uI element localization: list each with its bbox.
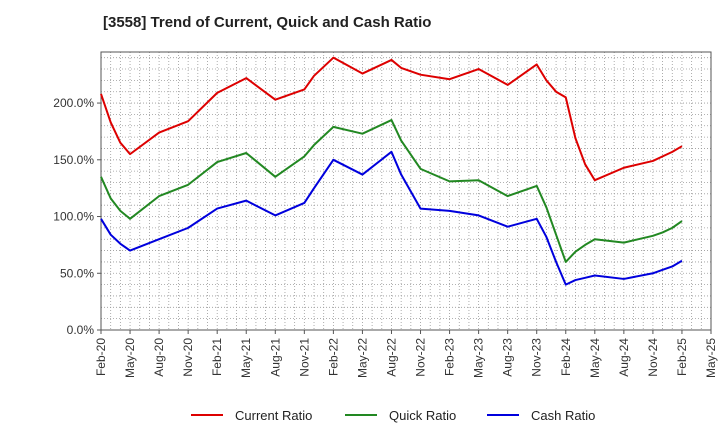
x-tick-label: Feb-21 bbox=[210, 338, 224, 376]
x-axis-ticks: Feb-20 May-20 Aug-20 Nov-20 Feb-21 May-21 Aug-… bbox=[94, 330, 718, 378]
legend-label: Quick Ratio bbox=[389, 408, 456, 423]
legend-label: Current Ratio bbox=[235, 408, 312, 423]
x-tick-label: Feb-22 bbox=[326, 338, 340, 376]
y-tick-label: 150.0% bbox=[53, 153, 94, 167]
series-line-quick-ratio bbox=[100, 119, 683, 263]
y-tick-label: 0.0% bbox=[67, 323, 95, 337]
y-tick-label: 200.0% bbox=[53, 96, 94, 110]
y-tick-label: 50.0% bbox=[60, 266, 94, 280]
x-tick-label: May-25 bbox=[704, 338, 718, 378]
x-tick-label: Feb-24 bbox=[559, 338, 573, 376]
x-tick-label: Aug-21 bbox=[268, 338, 282, 377]
x-tick-label: Nov-24 bbox=[646, 338, 660, 377]
x-tick-label: Feb-20 bbox=[94, 338, 108, 376]
x-tick-label: May-21 bbox=[239, 338, 253, 378]
x-tick-label: Feb-23 bbox=[443, 338, 457, 376]
x-tick-label: May-23 bbox=[472, 338, 486, 378]
x-tick-label: Aug-20 bbox=[152, 338, 166, 377]
series-line-cash-ratio bbox=[100, 150, 683, 286]
y-tick-label: 100.0% bbox=[53, 210, 94, 224]
x-tick-label: May-20 bbox=[123, 338, 137, 378]
x-tick-label: Nov-21 bbox=[297, 338, 311, 377]
plot-frame bbox=[100, 51, 712, 331]
legend: Current Ratio Quick Ratio Cash Ratio bbox=[191, 408, 595, 423]
x-tick-label: May-24 bbox=[588, 338, 602, 378]
chart-title: [3558] Trend of Current, Quick and Cash … bbox=[103, 14, 432, 31]
x-tick-label: Nov-22 bbox=[414, 338, 428, 377]
grid-layer bbox=[101, 52, 711, 330]
legend-label: Cash Ratio bbox=[531, 408, 595, 423]
x-tick-label: May-22 bbox=[355, 338, 369, 378]
x-tick-label: Aug-24 bbox=[617, 338, 631, 377]
x-tick-label: Nov-20 bbox=[181, 338, 195, 377]
y-axis-ticks: 0.0% 50.0% 100.0% 150.0% 200.0% bbox=[53, 96, 101, 337]
x-tick-label: Aug-23 bbox=[501, 338, 515, 377]
x-tick-label: Aug-22 bbox=[384, 338, 398, 377]
series-line-current-ratio bbox=[100, 56, 683, 182]
x-tick-label: Feb-25 bbox=[675, 338, 689, 376]
series-layer bbox=[100, 56, 683, 286]
x-tick-label: Nov-23 bbox=[530, 338, 544, 377]
